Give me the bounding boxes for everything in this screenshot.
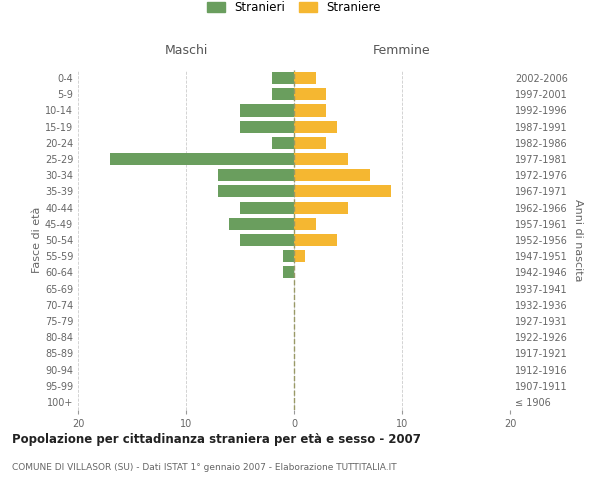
Bar	[283, 266, 294, 278]
Bar	[294, 72, 316, 84]
Bar	[272, 88, 294, 101]
Bar	[218, 169, 294, 181]
Bar	[240, 202, 294, 213]
Text: Maschi: Maschi	[164, 44, 208, 58]
Bar	[272, 72, 294, 84]
Bar	[294, 169, 370, 181]
Text: COMUNE DI VILLASOR (SU) - Dati ISTAT 1° gennaio 2007 - Elaborazione TUTTITALIA.I: COMUNE DI VILLASOR (SU) - Dati ISTAT 1° …	[12, 462, 397, 471]
Bar	[294, 202, 348, 213]
Bar	[229, 218, 294, 230]
Y-axis label: Fasce di età: Fasce di età	[32, 207, 42, 273]
Bar	[294, 104, 326, 117]
Legend: Stranieri, Straniere: Stranieri, Straniere	[207, 1, 381, 14]
Text: Popolazione per cittadinanza straniera per età e sesso - 2007: Popolazione per cittadinanza straniera p…	[12, 432, 421, 446]
Bar	[294, 218, 316, 230]
Bar	[240, 104, 294, 117]
Bar	[294, 153, 348, 165]
Bar	[294, 88, 326, 101]
Bar	[283, 250, 294, 262]
Y-axis label: Anni di nascita: Anni di nascita	[573, 198, 583, 281]
Bar	[294, 120, 337, 132]
Bar	[294, 234, 337, 246]
Bar	[240, 120, 294, 132]
Bar	[240, 234, 294, 246]
Bar	[294, 250, 305, 262]
Bar	[272, 137, 294, 149]
Text: Femmine: Femmine	[373, 44, 431, 58]
Bar	[294, 186, 391, 198]
Bar	[110, 153, 294, 165]
Bar	[218, 186, 294, 198]
Bar	[294, 137, 326, 149]
